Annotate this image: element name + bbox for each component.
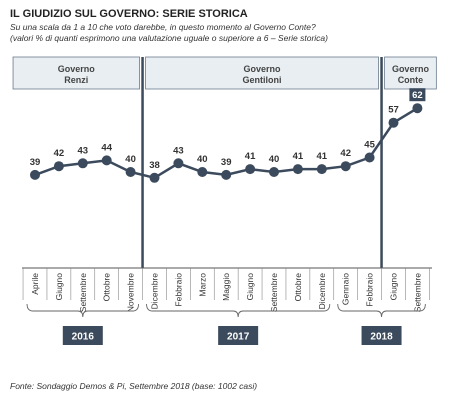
x-tick-label: Gennaio xyxy=(341,273,351,305)
data-point xyxy=(197,167,208,177)
year-box xyxy=(218,326,259,345)
x-tick-label: Aprile xyxy=(30,273,40,295)
x-tick-label: Marzo xyxy=(197,273,207,297)
data-label: 42 xyxy=(54,148,65,159)
x-tick-label: Settembre xyxy=(269,273,279,312)
panel-label: Conte xyxy=(398,75,424,85)
x-tick-label: Giugno xyxy=(245,273,255,301)
data-point xyxy=(125,167,136,177)
panel-label: Governo xyxy=(244,64,282,74)
x-tick-label: Maggio xyxy=(221,273,231,301)
data-label: 42 xyxy=(340,148,351,159)
year-label: 2016 xyxy=(72,332,95,343)
label-box xyxy=(409,88,426,102)
data-label: 39 xyxy=(30,157,41,168)
data-label: 41 xyxy=(293,151,304,162)
data-point xyxy=(364,152,375,163)
data-label: 40 xyxy=(269,154,280,165)
year-box xyxy=(62,326,103,345)
data-point xyxy=(388,117,399,128)
data-point xyxy=(30,169,40,180)
year-bracket xyxy=(337,303,426,318)
data-label: 41 xyxy=(245,151,256,162)
year-label: 2018 xyxy=(370,332,393,343)
data-point xyxy=(221,169,232,180)
data-label: 40 xyxy=(197,154,208,165)
data-label: 43 xyxy=(78,145,89,156)
panel-label: Governo xyxy=(392,64,430,74)
data-point xyxy=(53,161,64,172)
x-tick-label: Giugno xyxy=(389,273,399,301)
panel-header xyxy=(12,56,140,90)
data-label: 40 xyxy=(125,154,136,165)
data-label: 62 xyxy=(412,90,423,101)
year-bracket xyxy=(26,303,139,318)
chart-title: IL GIUDIZIO SUL GOVERNO: SERIE STORICA xyxy=(10,8,248,20)
x-tick-label: Dicembre xyxy=(317,273,327,310)
subtitle: Su una scala da 1 a 10 che voto darebbe,… xyxy=(10,22,316,32)
data-label: 43 xyxy=(173,145,184,156)
panel-label: Governo xyxy=(58,64,96,74)
data-point xyxy=(292,164,303,175)
data-point xyxy=(101,155,112,166)
data-label: 57 xyxy=(388,105,399,116)
data-point xyxy=(149,172,160,183)
year-box xyxy=(361,326,402,345)
data-label: 44 xyxy=(101,142,112,153)
x-tick-label: Febbraio xyxy=(365,273,375,307)
x-tick-label: Settembre xyxy=(412,273,422,312)
x-tick-label: Novembre xyxy=(126,273,136,312)
subtitle: (valori % di quanti esprimono una valuta… xyxy=(10,33,328,43)
year-label: 2017 xyxy=(227,332,250,343)
panel-header xyxy=(145,56,379,90)
panel-label: Renzi xyxy=(64,75,88,85)
x-tick-label: Ottobre xyxy=(293,273,303,302)
x-tick-label: Dicembre xyxy=(150,273,160,310)
data-point xyxy=(77,158,88,169)
data-label: 41 xyxy=(317,151,328,162)
data-point xyxy=(173,158,184,169)
data-label: 39 xyxy=(221,157,232,168)
data-point xyxy=(340,161,351,172)
x-tick-label: Ottobre xyxy=(102,273,112,302)
data-point xyxy=(316,164,327,175)
x-tick-label: Settembre xyxy=(78,273,88,312)
data-point xyxy=(412,103,423,114)
source: Fonte: Sondaggio Demos & Pi, Settembre 2… xyxy=(10,381,257,391)
year-bracket xyxy=(146,303,331,318)
data-point xyxy=(245,164,256,175)
panel-label: Gentiloni xyxy=(243,75,282,85)
x-tick-label: Febbraio xyxy=(173,273,183,307)
x-tick-label: Giugno xyxy=(54,273,64,301)
data-point xyxy=(269,167,279,177)
data-label: 38 xyxy=(149,160,160,171)
data-label: 45 xyxy=(364,140,375,151)
